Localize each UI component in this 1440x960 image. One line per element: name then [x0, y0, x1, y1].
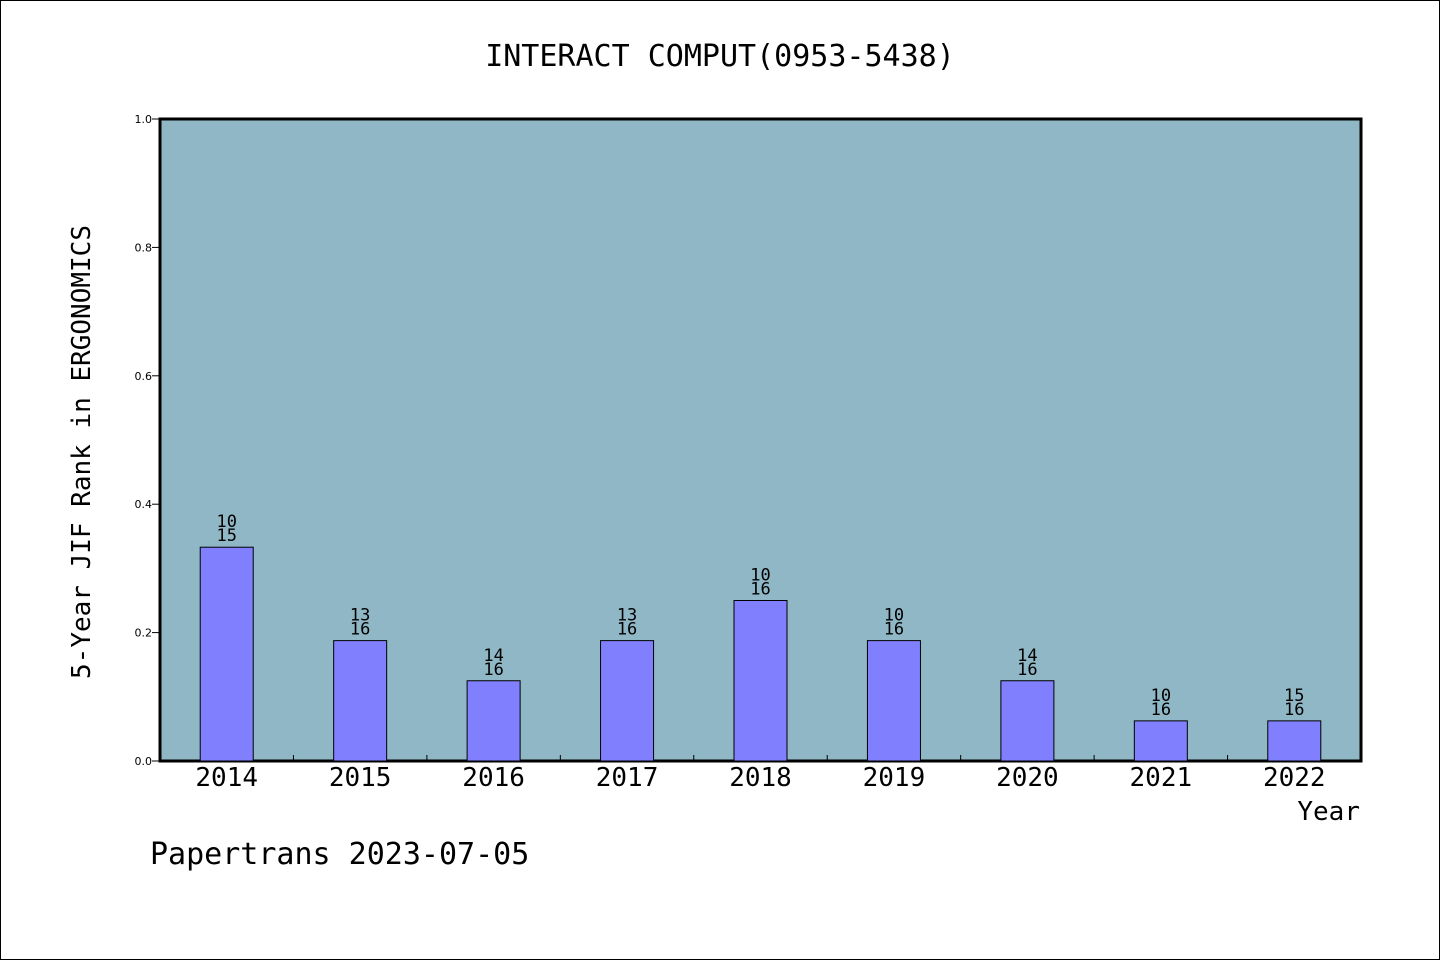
- x-tick-label: 2017: [596, 763, 659, 793]
- bar-2014: [199, 546, 254, 762]
- total-label: 16: [483, 660, 503, 680]
- chart-title: INTERACT COMPUT(0953-5438): [485, 39, 955, 74]
- footer-credit: Papertrans 2023-07-05: [150, 837, 529, 872]
- rank-label: 13: [617, 606, 637, 626]
- rank-label: 10: [884, 606, 904, 626]
- bar-2020: [1000, 680, 1055, 762]
- bar-2022: [1267, 720, 1322, 762]
- x-tick-label: 2018: [729, 763, 792, 793]
- bar-2015: [333, 640, 388, 762]
- x-tick-label: 2015: [329, 763, 392, 793]
- total-label: 16: [1017, 660, 1037, 680]
- total-label: 15: [216, 526, 236, 546]
- total-label: 16: [1284, 700, 1304, 720]
- y-axis-label: 5-Year JIF Rank in ERGONOMICS: [67, 225, 97, 679]
- rank-label: 14: [483, 646, 503, 666]
- x-tick-label: 2020: [996, 763, 1059, 793]
- x-tick-label: 2021: [1130, 763, 1193, 793]
- x-axis-label: Year: [1297, 797, 1360, 827]
- y-tick-label: 0.0: [135, 755, 153, 768]
- total-label: 16: [884, 620, 904, 640]
- rank-label: 10: [1151, 686, 1171, 706]
- bar-2018: [733, 600, 788, 762]
- y-tick-label: 0.6: [135, 370, 153, 383]
- y-tick-label: 0.4: [135, 498, 153, 511]
- rank-label: 10: [750, 566, 770, 586]
- total-label: 16: [1151, 700, 1171, 720]
- x-tick-label: 2014: [195, 763, 258, 793]
- x-tick-label: 2016: [462, 763, 525, 793]
- y-tick-label: 1.0: [135, 113, 153, 126]
- x-axis: 2014 2015 2016 2017 2018 2019 2020 2021 2022: [195, 755, 1326, 793]
- rank-label: 15: [1284, 686, 1304, 706]
- y-tick-label: 0.2: [135, 627, 153, 640]
- y-axis: 0.0 0.2 0.4 0.6 0.8 1.0: [135, 113, 160, 768]
- bar-2019: [866, 640, 921, 762]
- bar-2016: [466, 680, 521, 762]
- rank-label: 13: [350, 606, 370, 626]
- x-tick-label: 2019: [863, 763, 926, 793]
- rank-label: 14: [1017, 646, 1037, 666]
- x-tick-label: 2022: [1263, 763, 1326, 793]
- rank-label: 10: [216, 512, 236, 532]
- y-tick-label: 0.8: [135, 241, 153, 254]
- bar-2017: [600, 640, 655, 762]
- total-label: 16: [750, 580, 770, 600]
- total-label: 16: [617, 620, 637, 640]
- bar-2021: [1133, 720, 1188, 762]
- bars: [199, 546, 1322, 762]
- total-label: 16: [350, 620, 370, 640]
